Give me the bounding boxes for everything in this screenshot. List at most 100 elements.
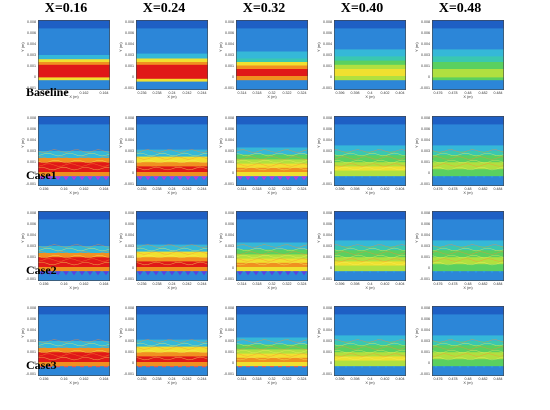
contour-plot: [38, 116, 110, 186]
y-tick-label: 0: [34, 266, 36, 270]
wall-roughness-marker: [56, 366, 60, 368]
y-tick-label: 0.008: [27, 306, 36, 310]
contour-panel: 0.008 0.006 0.004 0.003 0.001 0 -0.001 Y (m) 0.3…: [218, 300, 310, 385]
turbulence-streak: [432, 166, 504, 171]
y-tick-label: 0: [34, 171, 36, 175]
wall-roughness-marker: [103, 271, 109, 276]
turbulence-streak: [432, 156, 504, 160]
turbulence-streak: [136, 346, 208, 350]
x-tick-label: 0.322: [282, 187, 292, 191]
y-tick-label: 0.008: [225, 306, 234, 310]
y-axis: 0.008 0.006 0.004 0.003 0.001 0 -0.001: [218, 211, 235, 281]
contour-band: [432, 69, 504, 78]
contour-band: [38, 158, 110, 163]
row-label: Case2: [26, 263, 57, 277]
contour-band: [136, 53, 208, 59]
y-tick-label: 0.006: [323, 317, 332, 321]
contour-band: [432, 28, 504, 50]
y-tick-label: -0.001: [321, 277, 332, 281]
turbulence-streak: [334, 254, 406, 259]
contour-panel: 0.008 0.006 0.004 0.003 0.001 0 -0.001 Y (m) 0.3…: [316, 14, 408, 99]
y-tick-label: -0.001: [419, 86, 430, 90]
y-tick-label: 0: [132, 266, 134, 270]
turbulence-streak: [38, 156, 110, 160]
contour-band: [334, 155, 406, 163]
y-tick-label: 0.006: [323, 31, 332, 35]
wall-roughness-marker: [253, 271, 259, 276]
contour-band: [236, 69, 308, 77]
plot-frame: [432, 211, 504, 281]
y-tick-label: 0.006: [27, 222, 36, 226]
contour-band: [136, 162, 208, 167]
y-axis-label: Y (m): [218, 138, 223, 148]
wall-roughness-marker: [450, 271, 454, 273]
contour-band: [38, 77, 110, 81]
contour-band: [334, 28, 406, 50]
contour-band: [136, 271, 208, 281]
y-tick-label: 0.001: [323, 160, 332, 164]
x-tick-label: 0.476: [433, 187, 443, 191]
contour-plot: [136, 211, 208, 281]
contour-band: [334, 80, 406, 90]
contour-panel: 0.008 0.006 0.004 0.003 0.001 0 -0.001 Y (m) 0.3…: [316, 205, 408, 290]
y-tick-label: -0.001: [123, 182, 134, 186]
plot-frame: [236, 306, 308, 376]
contour-band: [136, 78, 208, 83]
plot-frame: [136, 306, 208, 376]
contour-band: [38, 246, 110, 254]
contour-panel: 0.008 0.006 0.004 0.003 0.001 0 -0.001 Y (m) 0.1…: [20, 14, 112, 99]
y-axis-label: Y (m): [316, 328, 321, 338]
x-tick-label: 0.318: [252, 377, 262, 381]
contour-svg: [38, 20, 110, 90]
y-axis: 0.008 0.006 0.004 0.003 0.001 0 -0.001: [20, 211, 37, 281]
contour-svg: [334, 306, 406, 376]
wall-roughness-marker: [285, 271, 291, 276]
wall-roughness-marker: [269, 176, 275, 181]
y-tick-label: 0.006: [225, 31, 234, 35]
y-tick-label: 0.004: [225, 42, 234, 46]
y-tick-label: 0.004: [323, 138, 332, 142]
x-tick-label: 0.324: [297, 377, 307, 381]
wall-roughness-marker: [79, 176, 85, 181]
color-legend: [248, 110, 308, 123]
contour-band: [136, 116, 208, 125]
turbulence-streak: [236, 152, 308, 157]
x-tick-label: 0.322: [282, 282, 292, 286]
x-tick-label: 0.482: [478, 187, 488, 191]
x-axis: 0.156 0.16 0.162 0.164: [38, 187, 110, 192]
column-header: X=0.16: [44, 1, 88, 16]
contour-band: [236, 80, 308, 90]
contour-band: [236, 314, 308, 338]
y-tick-label: 0.003: [323, 53, 332, 57]
y-tick-label: 0.008: [27, 211, 36, 215]
turbulence-streak: [334, 163, 406, 167]
contour-panel: 0.008 0.006 0.004 0.003 0.001 0 -0.001 Y (m) 0.4…: [414, 205, 506, 290]
wall-roughness-marker: [162, 366, 166, 368]
y-tick-label: 0.003: [225, 149, 234, 153]
contour-panel: 0.008 0.006 0.004 0.003 0.001 0 -0.001 Y (m) 0.3…: [316, 300, 408, 385]
contour-band: [136, 28, 208, 55]
contour-svg: [136, 211, 208, 281]
wall-roughness-marker: [262, 366, 266, 368]
y-tick-label: 0.001: [323, 64, 332, 68]
contour-band: [432, 20, 504, 29]
y-tick-label: -0.001: [25, 182, 36, 186]
y-axis: 0.008 0.006 0.004 0.003 0.001 0 -0.001: [316, 20, 333, 90]
contour-band: [432, 77, 504, 81]
x-tick-label: 0.4: [367, 91, 373, 95]
wall-roughness-marker: [442, 366, 446, 368]
wall-roughness-marker: [336, 176, 340, 178]
y-tick-label: 0.008: [125, 116, 134, 120]
wall-roughness-marker: [458, 366, 462, 368]
y-axis-label: Y (m): [218, 328, 223, 338]
x-tick-label: 0.162: [79, 91, 89, 95]
x-axis: 0.236 0.238 0.24 0.242 0.244: [136, 187, 208, 192]
y-tick-label: -0.001: [123, 277, 134, 281]
contour-band: [136, 219, 208, 246]
contour-band: [38, 172, 110, 177]
turbulence-streak: [236, 244, 308, 248]
x-tick-label: 0.396: [335, 91, 345, 95]
x-tick-label: 0.314: [237, 187, 247, 191]
contour-band: [432, 219, 504, 241]
turbulence-streak: [136, 159, 208, 164]
